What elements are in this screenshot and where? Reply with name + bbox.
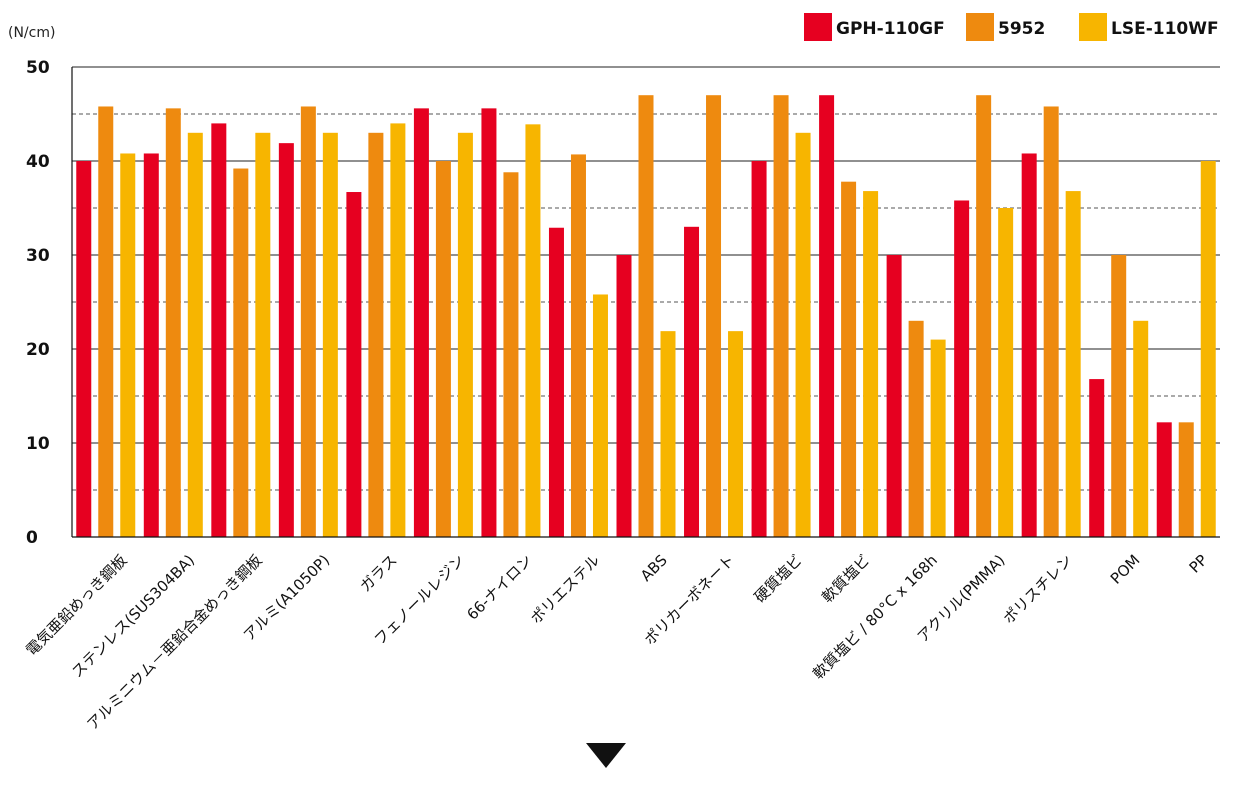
bar	[954, 200, 970, 538]
bar	[143, 153, 159, 538]
bars-layer	[76, 95, 1216, 538]
legend-swatch	[966, 13, 994, 41]
y-tick-label: 30	[26, 246, 50, 266]
bar	[773, 95, 789, 537]
bar	[728, 331, 744, 537]
bar	[998, 208, 1014, 537]
x-category-label: ステンレス(SUS304BA)	[68, 551, 198, 681]
x-category-label: ガラス	[356, 551, 400, 595]
bar	[503, 172, 519, 537]
bar	[346, 192, 362, 537]
bar	[886, 255, 902, 537]
bar	[1043, 106, 1059, 537]
y-tick-label: 10	[26, 434, 50, 454]
bar	[278, 143, 294, 537]
bar	[255, 132, 271, 538]
y-tick-label: 40	[26, 152, 50, 172]
x-category-label: 軟質塩ビ	[818, 551, 873, 606]
y-tick-label: 50	[26, 58, 50, 78]
bar	[211, 123, 227, 538]
bar	[300, 106, 316, 537]
bar	[930, 339, 946, 537]
bar	[795, 132, 811, 538]
bar	[570, 154, 586, 538]
y-axis-unit-label: (N/cm)	[8, 25, 55, 41]
bar	[1133, 320, 1149, 537]
bar	[76, 161, 92, 537]
bar	[1065, 191, 1081, 537]
x-category-label: 66-ナイロン	[463, 551, 535, 623]
bar	[120, 153, 136, 538]
x-category-label: POM	[1107, 551, 1144, 588]
bar	[841, 181, 857, 537]
bar	[481, 108, 497, 538]
bar	[706, 95, 722, 537]
bar	[638, 95, 654, 537]
bar	[435, 161, 451, 537]
legend-label: LSE-110WF	[1111, 19, 1219, 39]
bar	[908, 320, 924, 537]
bar	[976, 95, 992, 537]
bar	[616, 255, 632, 537]
y-tick-label: 0	[26, 528, 38, 548]
legend-label: 5952	[998, 19, 1045, 39]
bar	[368, 132, 384, 538]
x-category-label: 軟質塩ビ / 80°C x 168h	[809, 551, 941, 683]
bar	[525, 124, 541, 537]
bar	[1200, 161, 1216, 537]
legend-swatch	[804, 13, 832, 41]
bar	[592, 294, 608, 537]
bar	[457, 132, 473, 538]
x-category-label: ABS	[637, 551, 671, 585]
bar	[1178, 422, 1194, 537]
bar	[548, 227, 564, 538]
legend-label: GPH-110GF	[836, 19, 945, 39]
x-category-label: PP	[1186, 551, 1212, 577]
bar	[233, 168, 249, 537]
bar	[413, 108, 429, 538]
x-category-label: ポリスチレン	[1000, 551, 1076, 627]
bar	[98, 106, 114, 537]
bar	[684, 226, 700, 538]
bar	[1021, 153, 1037, 538]
legend-swatch	[1079, 13, 1107, 41]
bar	[322, 132, 338, 538]
x-category-label: 硬質塩ビ	[751, 551, 806, 606]
scroll-down-arrow-icon[interactable]	[586, 743, 626, 768]
bar	[390, 123, 406, 538]
bar	[1111, 255, 1127, 537]
bar	[187, 132, 203, 538]
bar	[819, 95, 835, 537]
y-tick-label: 20	[26, 340, 50, 360]
bar	[863, 191, 879, 537]
bar	[660, 331, 676, 537]
bar	[1156, 422, 1172, 537]
legend: GPH-110GF 5952 LSE-110WF	[804, 13, 1219, 41]
bar	[165, 108, 181, 538]
bar	[1089, 379, 1105, 537]
x-category-label: ポリエステル	[527, 551, 603, 627]
bar	[751, 161, 767, 537]
